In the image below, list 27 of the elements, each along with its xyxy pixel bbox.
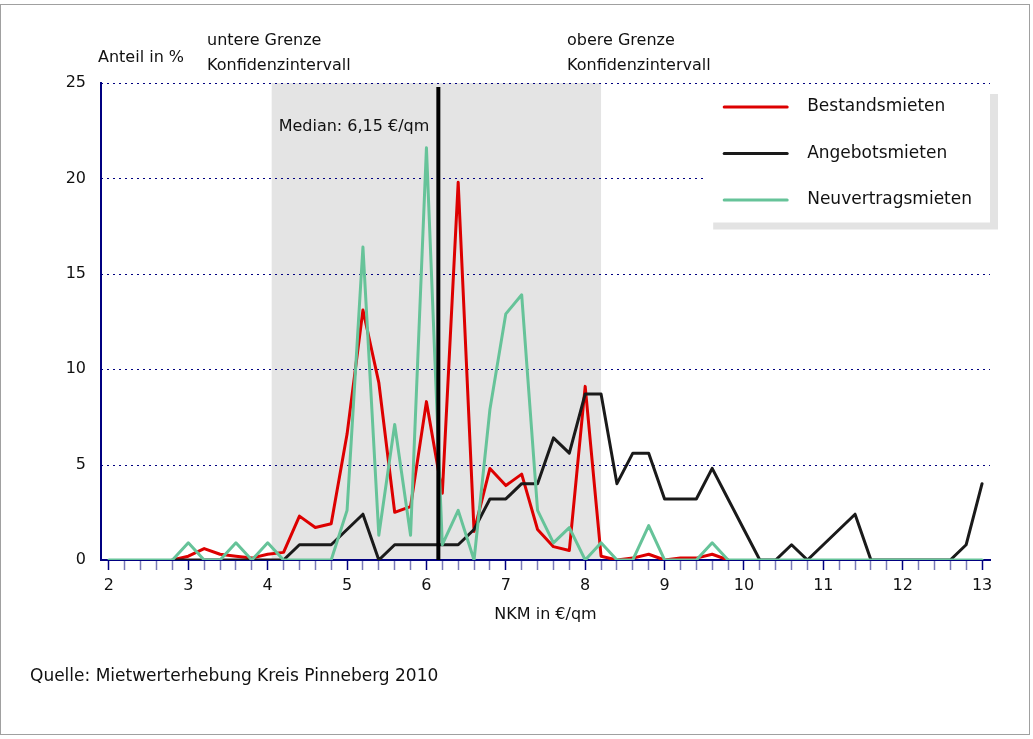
y-tick-label: 25 bbox=[65, 72, 86, 92]
legend-label: Bestandsmieten bbox=[807, 95, 946, 116]
x-tick-label: 4 bbox=[262, 574, 273, 594]
y-tick-label: 0 bbox=[75, 549, 86, 569]
y-tick-label: 20 bbox=[65, 167, 86, 187]
x-tick-label: 5 bbox=[341, 574, 353, 594]
y-axis-title: Anteil in % bbox=[98, 46, 185, 68]
text: untere Grenze Konfidenzintervall bbox=[207, 29, 351, 76]
x-tick-label: 9 bbox=[659, 574, 670, 594]
ref-line-label: Median: 6,15 €/qm bbox=[278, 115, 430, 137]
x-tick-label: 3 bbox=[183, 574, 194, 594]
y-tick-label: 15 bbox=[65, 262, 86, 282]
legend-label: Neuvertragsmieten bbox=[807, 188, 973, 209]
x-tick-label: 2 bbox=[103, 574, 115, 594]
source-note: Quelle: Mietwerterhebung Kreis Pinneberg 2010 bbox=[30, 664, 439, 687]
legend-label: Angebotsmieten bbox=[807, 141, 948, 162]
x-tick-label: 13 bbox=[971, 574, 993, 594]
x-axis-title: NKM in €/qm bbox=[494, 603, 597, 623]
x-tick-label: 12 bbox=[892, 574, 913, 594]
y-tick-label: 10 bbox=[65, 358, 86, 378]
x-tick-label: 7 bbox=[500, 574, 511, 594]
x-tick-label: 11 bbox=[813, 574, 834, 594]
y-tick-label: 5 bbox=[75, 453, 86, 473]
x-tick-label: 8 bbox=[580, 574, 591, 594]
text: obere Grenze Konfidenzintervall bbox=[567, 29, 711, 76]
x-tick-label: 10 bbox=[733, 574, 755, 594]
x-tick-label: 6 bbox=[421, 574, 432, 594]
